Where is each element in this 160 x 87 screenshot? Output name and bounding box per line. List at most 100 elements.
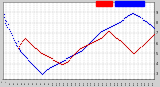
Point [63,59,65,60]
Point [4,22,6,23]
Point [146,39,149,41]
Point [41,73,43,75]
Point [115,23,118,24]
Point [118,21,121,22]
Point [116,22,119,23]
Point [78,52,80,53]
Point [58,62,60,63]
Point [86,44,88,46]
Point [130,51,133,52]
Point [102,29,104,30]
Point [83,48,85,49]
Point [91,41,93,43]
Point [151,26,154,27]
Point [55,63,57,64]
Point [132,53,135,54]
Point [76,53,78,54]
Point [62,60,64,61]
Point [89,41,92,43]
Point [99,37,101,39]
Point [106,27,108,28]
Point [28,60,30,61]
Point [142,43,145,45]
Point [128,49,131,50]
Point [40,72,42,74]
Point [18,49,20,50]
Point [111,33,114,35]
Point [71,56,73,57]
Point [130,14,133,15]
Point [152,33,155,35]
Point [140,18,143,19]
Point [119,21,122,22]
Point [17,48,20,49]
Point [96,39,99,41]
Point [32,47,35,48]
Point [18,43,21,45]
Point [50,58,52,59]
Point [28,42,31,44]
Point [121,41,124,43]
Point [137,16,140,17]
Point [57,61,59,62]
Point [87,43,89,45]
Point [28,61,31,62]
Point [43,54,45,55]
Point [26,59,29,60]
Point [12,39,15,41]
Point [77,50,79,51]
Point [67,57,69,58]
Point [84,46,86,47]
Point [28,41,30,43]
Point [100,30,103,31]
Point [24,38,27,40]
Point [103,29,106,30]
Point [59,61,61,62]
Point [77,52,79,53]
Point [2,14,5,15]
Point [65,58,67,59]
Point [35,48,37,49]
Point [73,54,75,55]
Point [98,38,100,40]
Point [32,46,34,47]
Point [69,56,71,57]
Point [140,46,143,47]
Point [63,62,65,63]
Point [90,40,92,42]
Point [60,63,62,64]
Point [113,24,116,25]
Point [81,50,83,51]
Point [125,46,128,47]
Point [93,37,96,39]
Point [95,35,97,37]
Point [139,47,142,48]
Point [48,67,50,68]
Point [68,57,70,58]
Point [110,25,113,26]
Point [56,63,58,64]
Point [108,26,111,27]
Point [72,55,74,56]
Point [117,38,120,40]
Point [47,68,49,69]
Point [16,40,19,42]
Point [33,48,36,49]
Point [54,64,56,65]
Point [109,26,112,27]
Point [14,42,17,44]
Point [149,36,152,38]
Point [97,33,100,35]
Point [131,52,134,53]
Point [15,46,18,47]
Point [113,35,116,37]
Point [60,61,62,62]
Point [25,58,28,59]
Point [145,40,148,42]
Point [127,48,130,49]
Point [56,61,58,62]
Point [36,68,38,69]
Point [105,28,108,29]
Point [127,15,130,16]
Point [114,23,117,24]
